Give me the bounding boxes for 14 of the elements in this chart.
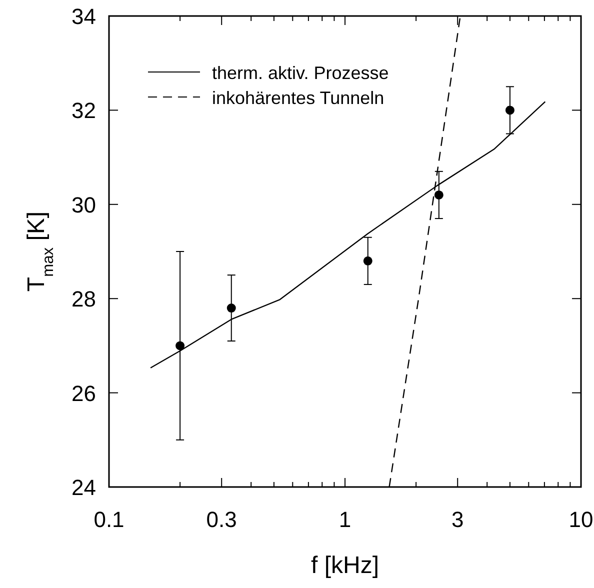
- y-tick-label: 26: [72, 380, 96, 406]
- x-tick-label: 0.1: [94, 507, 124, 532]
- legend-label: inkohärentes Tunneln: [212, 88, 384, 108]
- x-tick-label: 0.3: [206, 507, 237, 532]
- y-tick-label: 30: [72, 192, 96, 218]
- y-tick-label: 32: [72, 98, 96, 124]
- y-tick-label: 24: [72, 475, 96, 500]
- x-axis-title: f [kHz]: [310, 552, 380, 579]
- legend-label: therm. aktiv. Prozesse: [212, 63, 389, 83]
- y-tick-label: 34: [72, 4, 96, 29]
- x-tick-label: 10: [568, 507, 594, 532]
- y-tick-label: 28: [72, 286, 96, 312]
- x-tick-label: 3: [451, 507, 464, 532]
- x-tick-label: 1: [338, 507, 352, 532]
